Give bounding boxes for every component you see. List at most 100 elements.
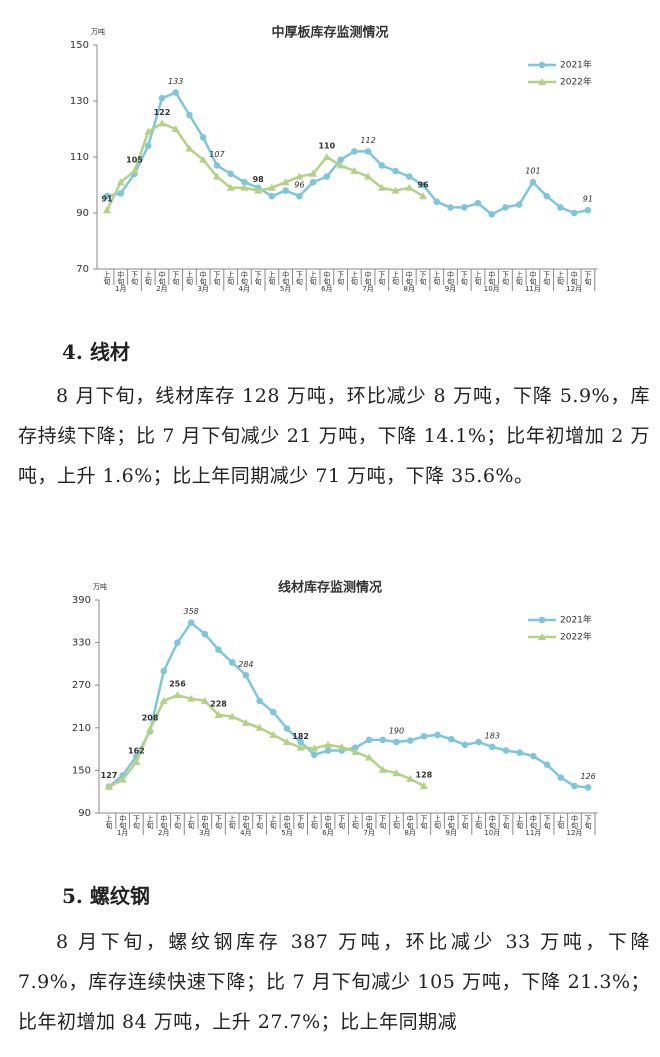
data-point [174,639,181,646]
data-point [311,751,318,759]
data-point [103,192,111,200]
data-point [282,738,291,745]
x-tick-label: 下旬 [378,271,386,286]
x-tick-label: 中旬 [160,814,168,830]
x-tick-label: 中旬 [365,814,373,830]
data-point [309,178,317,186]
data-point [350,167,359,174]
x-tick-label: 下旬 [337,271,345,286]
x-tick-label: 中旬 [199,270,207,286]
y-tick-label: 330 [72,638,91,649]
data-point [158,94,166,102]
x-tick-label: 下旬 [215,815,223,830]
y-unit: 万吨 [91,27,105,36]
month-label: 11月 [525,829,541,837]
data-point [336,161,345,169]
data-point [406,737,414,744]
data-point [199,155,208,163]
data-label: 91 [583,195,593,204]
x-tick-label: 上旬 [556,270,564,286]
data-point [228,659,236,666]
x-tick-label: 下旬 [297,815,305,830]
x-tick-label: 中旬 [447,814,455,830]
data-point [144,127,153,135]
data-point [144,142,152,150]
month-label: 12月 [566,285,582,293]
x-tick-label: 下旬 [172,271,180,286]
data-point [420,733,428,740]
data-label: 162 [128,746,145,755]
data-point [215,646,222,653]
x-tick-label: 中旬 [283,814,291,830]
x-tick-label: 上旬 [309,270,317,286]
x-tick-label: 上旬 [268,270,276,286]
x-tick-label: 上旬 [269,814,277,830]
data-point [515,201,523,208]
x-tick-label: 下旬 [584,815,592,830]
data-point [296,743,305,751]
month-label: 8月 [404,829,415,837]
y-tick-label: 90 [76,208,89,219]
x-tick-label: 中旬 [201,814,209,830]
data-label: 127 [101,771,118,780]
x-tick-label: 下旬 [338,815,346,830]
data-point [213,162,221,169]
data-label: 101 [525,167,540,176]
month-label: 5月 [281,829,292,837]
data-point [212,172,221,180]
x-tick-label: 下旬 [295,271,303,286]
month-label: 9月 [446,829,457,837]
month-label: 1月 [117,829,128,837]
data-point [199,134,207,141]
data-label: 98 [253,175,265,184]
data-point [352,744,359,751]
data-point [187,619,195,627]
data-label: 358 [183,607,198,616]
data-label: 112 [360,136,375,145]
data-point [160,667,168,675]
legend-marker [538,616,546,624]
month-label: 10月 [484,285,500,293]
x-tick-label: 上旬 [105,814,113,830]
legend-marker [538,61,546,69]
data-point [378,162,386,169]
data-point [256,697,263,705]
data-point [172,89,179,96]
month-label: 1月 [115,285,126,293]
y-tick-label: 150 [72,765,91,776]
data-point [171,125,180,132]
data-label: 128 [416,771,433,780]
data-point [322,153,331,160]
x-tick-label: 中旬 [158,270,166,286]
x-tick-label: 下旬 [543,815,551,830]
data-point [116,178,125,186]
data-point [502,747,510,754]
month-label: 5月 [280,285,291,293]
y-tick-label: 130 [70,96,89,107]
y-tick-label: 270 [72,680,91,691]
month-label: 3月 [197,285,208,293]
x-tick-label: 中旬 [117,270,125,286]
legend-label: 2022年 [560,631,592,643]
chart-title: 线材库存监测情况 [278,580,382,596]
month-label: 4月 [240,829,251,837]
legend-label: 2021年 [560,614,592,626]
series-line [108,620,589,789]
data-label: 208 [142,714,159,723]
chart-title: 中厚板库存监测情况 [271,25,388,41]
y-tick-label: 70 [76,264,89,275]
data-point [105,782,113,790]
legend-label: 2022年 [560,76,592,88]
data-point [241,718,250,726]
month-label: 2月 [158,829,169,837]
x-tick-label: 中旬 [529,814,537,830]
month-label: 6月 [322,829,333,837]
data-point [474,199,482,207]
chart: 线材库存监测情况万吨90150210270330390上旬 中旬 下旬 上旬 中旬 下旬上… [72,580,598,837]
data-point [146,725,155,733]
data-label: 122 [154,108,171,117]
data-point [103,206,111,214]
x-tick-label: 中旬 [570,814,578,830]
x-tick-label: 下旬 [460,271,468,286]
data-point [392,167,399,175]
